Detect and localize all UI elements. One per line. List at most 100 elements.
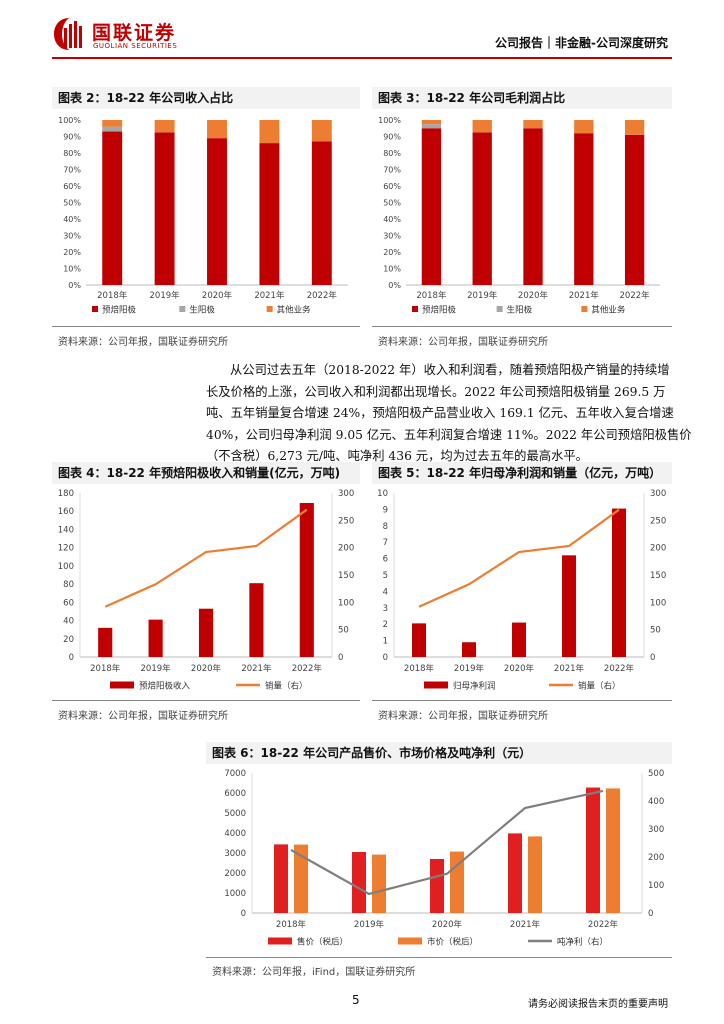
bar-segment bbox=[311, 120, 332, 142]
paragraph-line: 吨、五年销量复合增速 24%，预焙阳极产品营业收入 169.1 亿元、五年收入复… bbox=[206, 406, 674, 420]
y-right-tick-label: 50 bbox=[338, 626, 349, 636]
y-tick-label: 30% bbox=[63, 232, 81, 241]
y-tick-label: 80% bbox=[383, 149, 401, 158]
y-tick-label: 70% bbox=[383, 166, 401, 175]
series-line bbox=[104, 508, 308, 608]
x-tick-label: 2021年 bbox=[569, 290, 600, 301]
y-left-tick-label: 2000 bbox=[224, 869, 246, 879]
y-left-tick-label: 4 bbox=[383, 587, 388, 597]
x-tick-label: 2019年 bbox=[354, 919, 385, 930]
y-right-tick-label: 0 bbox=[648, 909, 653, 919]
legend-label: 市价（税后） bbox=[427, 937, 478, 948]
y-tick-label: 40% bbox=[383, 215, 401, 224]
y-tick-label: 90% bbox=[383, 133, 401, 142]
body-paragraph: 从公司过去五年（2018-2022 年）收入和利润看，随着预焙阳极产销量的持续增… bbox=[206, 360, 692, 468]
fig6-source: 资料来源：公司年报，iFind，国联证券研究所 bbox=[212, 967, 416, 978]
x-tick-label: 2020年 bbox=[202, 290, 233, 301]
y-tick-label: 10% bbox=[383, 265, 401, 274]
fig2-divider bbox=[52, 326, 360, 327]
paragraph-line: （不含税）6,273 元/吨、吨净利 436 元，均为过去五年的最高水平。 bbox=[206, 449, 588, 463]
y-right-tick-label: 200 bbox=[650, 544, 666, 554]
legend-swatch bbox=[496, 306, 503, 312]
legend-label: 生阳极 bbox=[189, 305, 215, 316]
y-tick-label: 0% bbox=[68, 281, 81, 290]
bar-segment bbox=[154, 132, 175, 285]
bar bbox=[512, 622, 526, 657]
page-header: 国联证券 GUOLIAN SECURITIES 公司报告｜非金融-公司深度研究 bbox=[0, 0, 724, 62]
x-tick-label: 2020年 bbox=[191, 663, 222, 674]
page-number: 5 bbox=[352, 993, 360, 1007]
y-tick-label: 50% bbox=[63, 199, 81, 208]
bar bbox=[294, 844, 309, 913]
x-tick-label: 2022年 bbox=[604, 663, 635, 674]
y-tick-label: 10% bbox=[63, 265, 81, 274]
bar bbox=[429, 859, 444, 913]
header-divider bbox=[52, 57, 672, 59]
fig5-divider bbox=[372, 700, 672, 701]
y-right-tick-label: 400 bbox=[648, 797, 664, 807]
bar bbox=[562, 555, 576, 657]
bar-segment bbox=[421, 128, 442, 285]
y-left-tick-label: 40 bbox=[63, 617, 74, 627]
bar bbox=[412, 623, 426, 657]
y-left-tick-label: 2 bbox=[383, 620, 388, 630]
x-tick-label: 2020年 bbox=[504, 663, 535, 674]
legend-label: 预焙阳极 bbox=[102, 305, 137, 316]
bar bbox=[372, 854, 387, 913]
bar-segment bbox=[421, 120, 442, 125]
legend-swatch bbox=[412, 306, 418, 312]
fig3-title: 图表 3：18-22 年公司毛利润占比 bbox=[372, 87, 672, 109]
logo-chinese-text: 国联证券 bbox=[92, 22, 177, 44]
legend-label: 吨净利（右） bbox=[557, 937, 608, 948]
report-type: 公司报告｜非金融-公司深度研究 bbox=[495, 36, 668, 50]
y-left-tick-label: 180 bbox=[58, 489, 74, 499]
y-left-tick-label: 5 bbox=[383, 571, 388, 581]
x-tick-label: 2021年 bbox=[554, 663, 585, 674]
x-tick-label: 2019年 bbox=[141, 663, 172, 674]
y-left-tick-label: 8 bbox=[383, 522, 388, 532]
y-left-tick-label: 60 bbox=[63, 598, 74, 608]
bar-segment bbox=[259, 120, 280, 144]
bar-segment bbox=[259, 143, 280, 285]
y-tick-label: 30% bbox=[383, 232, 401, 241]
y-tick-label: 70% bbox=[63, 166, 81, 175]
legend-swatch bbox=[110, 681, 134, 689]
fig4-divider bbox=[52, 700, 360, 701]
x-tick-label: 2018年 bbox=[97, 290, 128, 301]
y-tick-label: 40% bbox=[63, 215, 81, 224]
guolian-logo: 国联证券 GUOLIAN SECURITIES bbox=[52, 16, 202, 56]
y-right-tick-label: 250 bbox=[650, 516, 666, 526]
fig5-title: 图表 5：18-22 年归母净利润和销量（亿元，万吨） bbox=[372, 462, 672, 484]
x-tick-label: 2021年 bbox=[254, 290, 285, 301]
legend-label: 其他业务 bbox=[591, 305, 626, 316]
y-left-tick-label: 1 bbox=[383, 637, 388, 647]
legend-label: 生阳极 bbox=[507, 305, 533, 316]
footer-disclaimer: 请务必阅读报告末页的重要声明 bbox=[528, 999, 668, 1010]
bar bbox=[198, 608, 214, 657]
fig3-source: 资料来源：公司年报，国联证券研究所 bbox=[378, 337, 548, 348]
bar bbox=[249, 583, 264, 657]
legend-swatch bbox=[179, 306, 186, 312]
x-tick-label: 2021年 bbox=[510, 919, 541, 930]
fig4-chart: 0 20 40 60 80 100 120 140 160 180 0 50 100 150 200 250 3… bbox=[58, 489, 354, 692]
y-left-tick-label: 0 bbox=[383, 653, 388, 663]
legend-swatch bbox=[581, 306, 588, 312]
y-left-tick-label: 9 bbox=[383, 505, 388, 515]
legend-swatch bbox=[266, 306, 273, 312]
y-right-tick-label: 100 bbox=[650, 598, 666, 608]
bar bbox=[585, 787, 600, 913]
legend-swatch bbox=[92, 306, 98, 312]
y-left-tick-label: 20 bbox=[63, 635, 74, 645]
bar-segment bbox=[102, 126, 123, 132]
guolian-logo-icon bbox=[54, 18, 82, 50]
x-tick-label: 2019年 bbox=[454, 663, 485, 674]
bar bbox=[462, 642, 476, 657]
bar-segment bbox=[311, 141, 332, 285]
bar-segment bbox=[207, 138, 227, 285]
y-left-tick-label: 6 bbox=[383, 555, 388, 565]
bar bbox=[351, 852, 366, 913]
x-tick-label: 2022年 bbox=[307, 290, 338, 301]
x-tick-label: 2022年 bbox=[588, 919, 619, 930]
y-tick-label: 80% bbox=[63, 149, 81, 158]
series-line bbox=[418, 508, 620, 608]
